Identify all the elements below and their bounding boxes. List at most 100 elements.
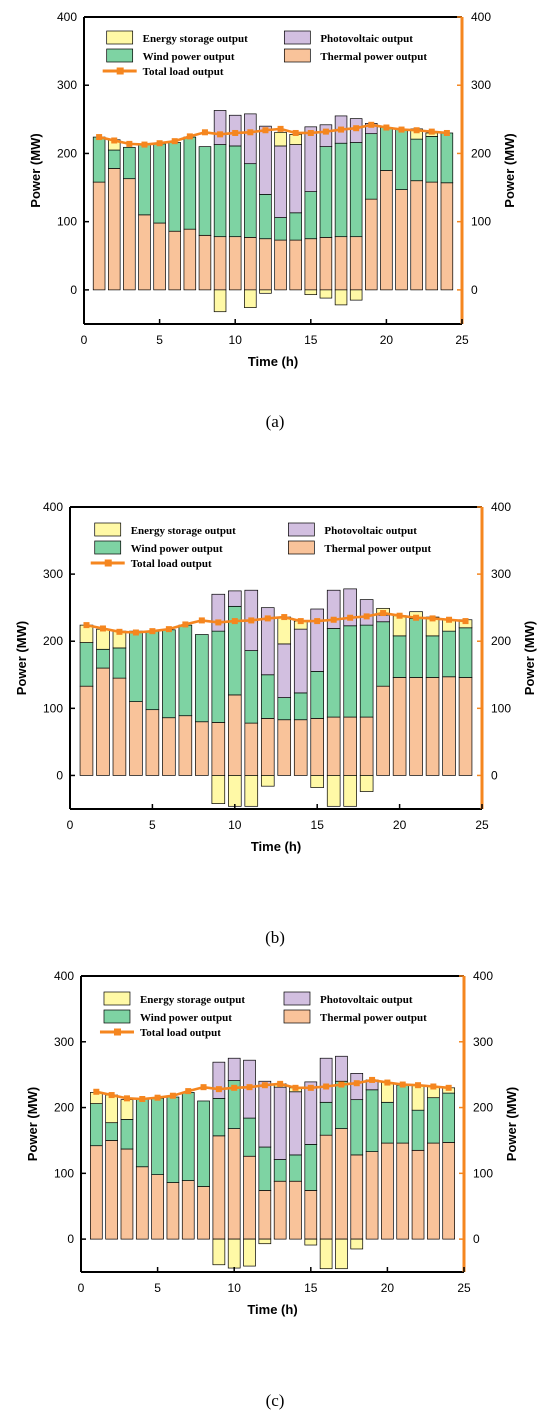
bar-thermal-12 (261, 718, 274, 775)
bar-thermal-9 (213, 1136, 225, 1239)
bar-storage-2 (106, 1095, 118, 1123)
bar-thermal-20 (393, 677, 406, 775)
bar-storage-3 (121, 1100, 133, 1120)
bar-wind-7 (179, 625, 192, 716)
chart-b: 0 0 100 100 200 200 300 300 400 400 0 5 10 15 20 25 Time… (0, 484, 550, 879)
legend-swatch-wind (104, 1010, 130, 1023)
load-marker-14 (298, 618, 304, 624)
bar-storage-9 (214, 290, 226, 312)
y-tick-label: 300 (43, 567, 63, 581)
load-marker-6 (170, 1093, 176, 1099)
bar-storage-13 (275, 132, 287, 146)
bar-wind-7 (184, 137, 196, 229)
load-marker-20 (384, 1080, 390, 1086)
load-marker-10 (231, 1085, 237, 1091)
bar-wind-2 (108, 150, 120, 168)
load-marker-1 (83, 622, 89, 628)
load-marker-9 (215, 619, 221, 625)
bar-wind-8 (198, 1101, 210, 1187)
bar-wind-3 (113, 648, 126, 678)
bar-wind-3 (123, 147, 135, 178)
bar-wind-20 (393, 636, 406, 678)
bar-thermal-14 (290, 240, 302, 290)
load-marker-11 (248, 617, 254, 623)
bar-wind-17 (344, 626, 357, 717)
load-marker-3 (124, 1095, 130, 1101)
bar-pv-16 (320, 125, 332, 147)
bar-thermal-11 (244, 237, 256, 290)
bar-thermal-4 (139, 215, 151, 290)
x-tick-label: 20 (380, 333, 394, 347)
bar-pv-11 (244, 114, 256, 164)
bar-wind-24 (443, 1093, 455, 1142)
y2-tick-label: 300 (491, 567, 511, 581)
bar-wind-7 (182, 1092, 194, 1180)
bar-wind-4 (139, 144, 151, 215)
bar-storage-9 (212, 775, 225, 803)
bar-wind-24 (459, 628, 472, 678)
panel-label-a: (a) (0, 412, 550, 432)
bar-wind-15 (305, 1144, 317, 1190)
load-marker-6 (172, 138, 178, 144)
bar-thermal-23 (443, 677, 456, 776)
y-tick-label: 200 (54, 1101, 74, 1115)
bar-wind-21 (410, 618, 423, 677)
y-tick-label: 400 (43, 500, 63, 514)
load-marker-3 (126, 141, 132, 147)
bar-thermal-5 (146, 710, 159, 776)
legend-label-storage: Energy storage output (143, 33, 248, 45)
legend-label-thermal: Thermal power output (320, 51, 427, 63)
bar-pv-14 (294, 629, 307, 693)
bar-storage-18 (351, 1239, 363, 1249)
load-marker-13 (277, 1081, 283, 1087)
bar-pv-14 (290, 1092, 302, 1155)
bar-wind-22 (412, 1110, 424, 1150)
bar-wind-8 (199, 147, 211, 236)
bar-thermal-22 (412, 1150, 424, 1239)
bar-storage-10 (228, 775, 241, 806)
bar-storage-12 (261, 775, 274, 786)
bar-thermal-17 (344, 717, 357, 775)
bar-wind-16 (320, 1102, 332, 1135)
load-marker-1 (96, 134, 102, 140)
bar-thermal-1 (93, 182, 105, 290)
bar-thermal-22 (411, 181, 423, 290)
load-marker-15 (314, 618, 320, 624)
legend-swatch-pv (284, 31, 310, 44)
bar-thermal-24 (443, 1142, 455, 1239)
bar-thermal-10 (229, 237, 241, 290)
x-tick-label: 25 (457, 1281, 471, 1295)
bar-wind-12 (260, 194, 272, 238)
load-marker-10 (232, 130, 238, 136)
bar-storage-10 (228, 1239, 240, 1268)
y-tick-label: 300 (57, 78, 77, 92)
bar-thermal-15 (305, 239, 317, 290)
bar-thermal-18 (351, 1155, 363, 1239)
bar-storage-15 (305, 290, 317, 295)
bar-thermal-17 (335, 237, 347, 290)
load-marker-24 (446, 1085, 452, 1091)
legend-swatch-pv (288, 523, 314, 536)
bar-thermal-23 (427, 1143, 439, 1239)
x-tick-label: 25 (475, 818, 489, 832)
load-marker-5 (157, 140, 163, 146)
x-tick-label: 10 (228, 818, 242, 832)
bar-storage-13 (278, 617, 291, 644)
load-marker-12 (262, 1082, 268, 1088)
bar-wind-1 (80, 643, 93, 687)
load-marker-22 (414, 127, 420, 133)
bar-thermal-3 (113, 678, 126, 775)
bar-thermal-2 (106, 1140, 118, 1239)
load-marker-7 (182, 621, 188, 627)
bar-storage-15 (311, 775, 324, 787)
load-marker-4 (139, 1096, 145, 1102)
y-tick-label: 200 (43, 634, 63, 648)
load-marker-6 (166, 626, 172, 632)
bar-storage-9 (213, 1239, 225, 1265)
y-tick-label: 0 (67, 1232, 74, 1246)
y-tick-label: 400 (54, 969, 74, 983)
bar-thermal-8 (195, 722, 208, 776)
bar-thermal-15 (305, 1190, 317, 1239)
bar-wind-15 (311, 671, 324, 718)
load-marker-3 (116, 629, 122, 635)
